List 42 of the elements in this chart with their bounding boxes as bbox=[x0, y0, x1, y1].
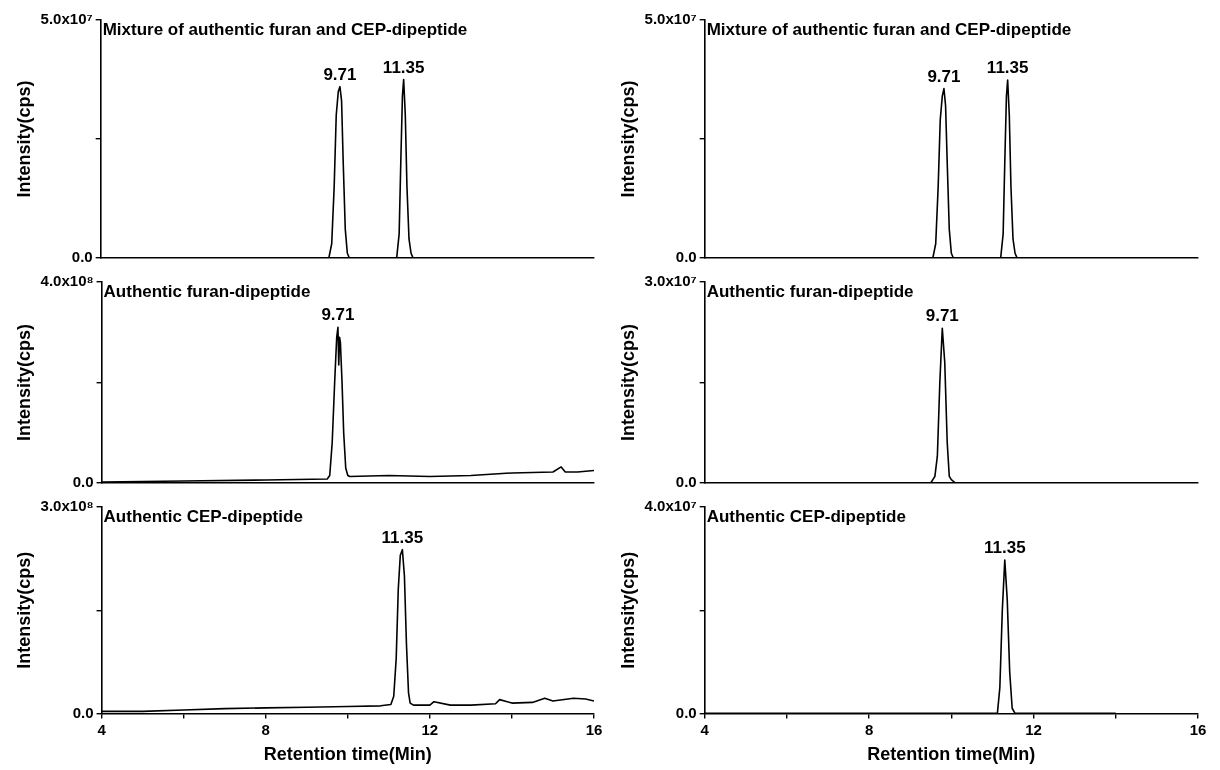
y-axis-title: Intensity(cps) bbox=[13, 323, 34, 442]
y-tick-label: 0.0 bbox=[71, 248, 93, 266]
annotation: 11.35 bbox=[382, 57, 425, 77]
chart-title: Mixture of authentic furan and CEP-dipeptide bbox=[706, 20, 1072, 40]
chart-title: Mixture of authentic furan and CEP-dipeptide bbox=[102, 20, 468, 40]
annotation: 9.71 bbox=[321, 305, 355, 325]
annotation: 9.71 bbox=[323, 64, 357, 84]
y-axis-title: Intensity(cps) bbox=[13, 551, 34, 669]
y-tick-label: 0.0 bbox=[675, 703, 697, 721]
y-tick-label: 4.0x10⁷ bbox=[644, 497, 697, 515]
chart-title: Authentic CEP-dipeptide bbox=[103, 507, 303, 527]
y-tick-label: 5.0x10⁷ bbox=[40, 10, 93, 28]
y-tick-label: 0.0 bbox=[675, 248, 697, 266]
x-tick-label: 12 bbox=[1025, 720, 1042, 738]
y-tick-label: 0.0 bbox=[72, 703, 94, 721]
x-tick-label: 8 bbox=[864, 720, 874, 738]
y-tick-label: 4.0x10⁸ bbox=[40, 272, 94, 290]
y-axis-title: Intensity(cps) bbox=[617, 323, 638, 442]
annotation: 11.35 bbox=[986, 58, 1029, 78]
y-tick-label: 3.0x10⁸ bbox=[40, 497, 94, 515]
x-tick-label: 4 bbox=[97, 720, 107, 738]
annotation: 11.35 bbox=[381, 527, 424, 547]
x-tick-label: 4 bbox=[700, 720, 710, 738]
y-axis-title: Intensity(cps) bbox=[617, 80, 638, 198]
annotation: 9.71 bbox=[927, 66, 961, 86]
chart-title: Authentic CEP-dipeptide bbox=[706, 507, 906, 527]
y-tick-label: 5.0x10⁷ bbox=[644, 10, 697, 28]
x-axis-title: Retention time(Min) bbox=[263, 744, 432, 765]
y-axis-title: Intensity(cps) bbox=[617, 551, 638, 669]
chart-title: Authentic furan-dipeptide bbox=[103, 282, 311, 302]
y-axis-title: Intensity(cps) bbox=[13, 80, 34, 198]
x-axis-title: Retention time(Min) bbox=[867, 744, 1036, 765]
y-tick-label: 0.0 bbox=[675, 473, 697, 491]
x-tick-label: 8 bbox=[261, 720, 270, 738]
annotation: 11.35 bbox=[983, 538, 1026, 558]
x-tick-label: 12 bbox=[421, 720, 439, 738]
annotation: 9.71 bbox=[925, 306, 959, 326]
x-tick-label: 16 bbox=[585, 720, 603, 738]
x-tick-label: 16 bbox=[1189, 720, 1207, 738]
y-tick-label: 0.0 bbox=[72, 473, 94, 491]
y-tick-label: 3.0x10⁷ bbox=[644, 272, 697, 290]
chart-title: Authentic furan-dipeptide bbox=[706, 282, 914, 302]
